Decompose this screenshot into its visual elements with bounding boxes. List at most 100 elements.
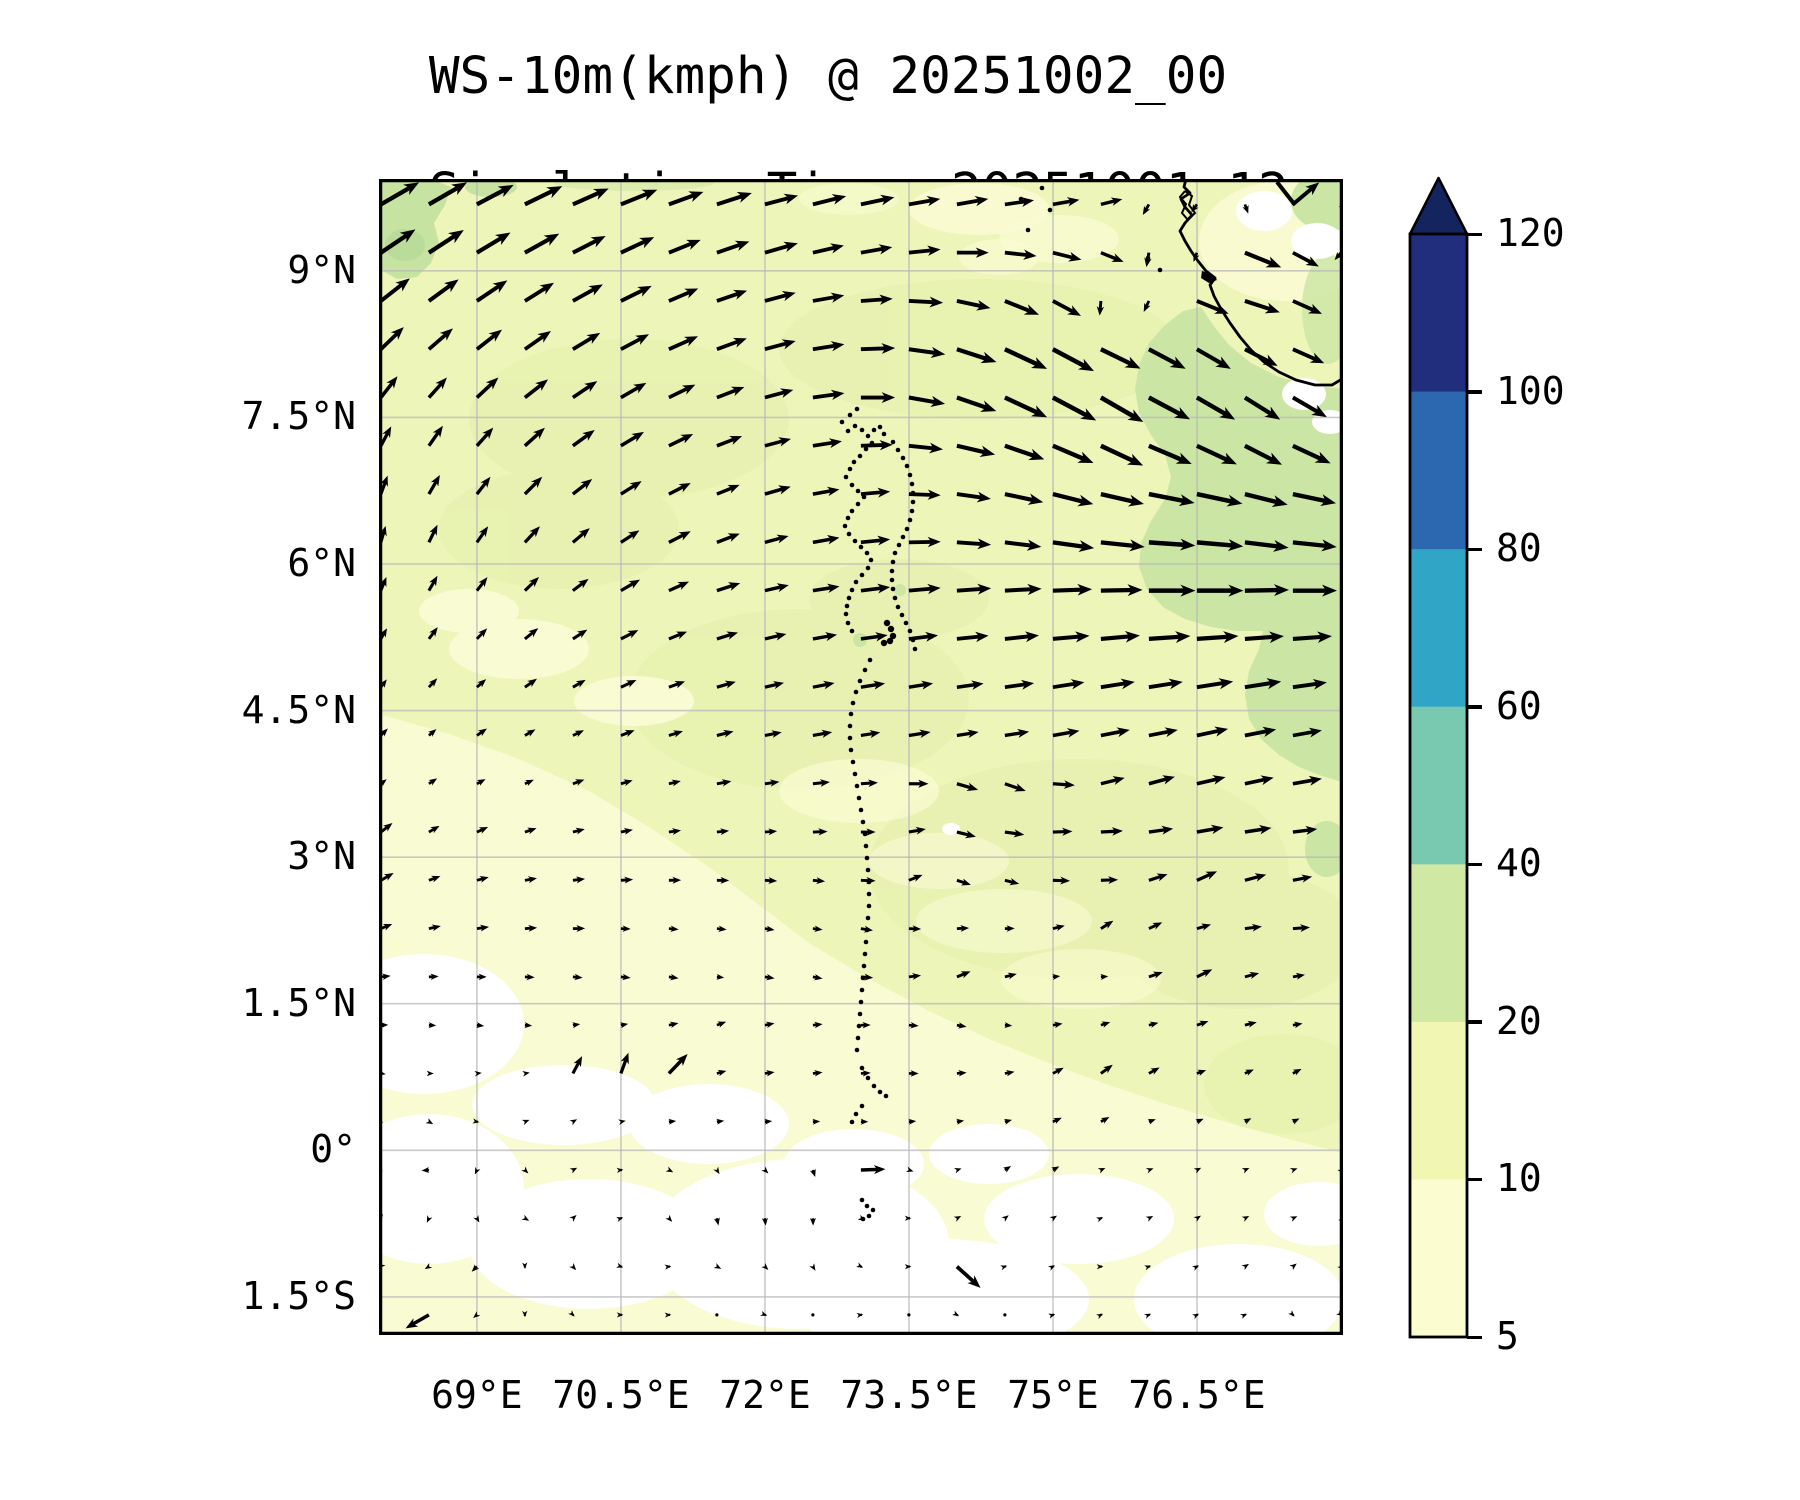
wind-arrow <box>812 1118 821 1125</box>
wind-arrow <box>908 729 931 739</box>
wind-arrow-head <box>1096 1313 1104 1320</box>
wind-arrow <box>812 925 823 933</box>
wind-arrow-head <box>478 973 487 981</box>
x-tick-label: 73.5°E <box>840 1373 978 1417</box>
island-dot <box>1025 227 1031 233</box>
wind-arrow <box>1289 1168 1298 1174</box>
wind-arrow-head <box>761 1217 768 1226</box>
wind-arrow-shaft <box>1052 587 1085 593</box>
island-dot <box>853 689 859 695</box>
wind-arrow <box>908 1070 919 1077</box>
wind-arrow-shaft <box>619 482 638 496</box>
wind-arrow-head <box>930 346 946 358</box>
wind-arrow <box>523 186 563 207</box>
wind-arrow-shaft <box>764 292 790 303</box>
island-dot <box>864 855 870 861</box>
wind-arrow <box>956 971 971 979</box>
wind-arrow-head <box>622 973 631 981</box>
wind-arrow-shaft <box>716 583 735 593</box>
island-dot <box>854 783 860 789</box>
island-dot <box>855 1035 861 1041</box>
wind-arrow-shaft <box>668 632 683 641</box>
island-dot <box>868 557 874 563</box>
wind-arrow-head <box>980 400 997 412</box>
wind-arrow <box>908 874 923 882</box>
wind-arrow-head <box>479 876 489 883</box>
wind-arrow-head <box>1301 874 1313 883</box>
wind-arrow-head <box>1096 1264 1104 1270</box>
wind-arrow-shaft <box>764 780 775 786</box>
wind-arrow-head <box>1023 304 1039 315</box>
wind-arrow-head <box>1077 583 1093 596</box>
wind-arrow <box>809 1263 816 1271</box>
wind-arrow-head <box>960 971 971 979</box>
wind-arrow-shaft <box>764 535 783 545</box>
wind-arrow-head <box>451 182 468 196</box>
wind-arrow-shaft <box>1052 540 1087 550</box>
wind-arrow-head <box>669 1021 679 1029</box>
wind-arrow-head <box>1312 678 1327 690</box>
island-dot <box>847 723 853 729</box>
wind-arrow-head <box>1126 453 1144 466</box>
wind-arrow <box>424 1263 433 1270</box>
wind-arrow-shaft <box>812 682 829 689</box>
wind-arrow <box>1292 443 1331 464</box>
wind-arrow <box>1100 491 1144 507</box>
wind-arrow-shaft <box>1148 491 1187 504</box>
wind-arrow-head <box>480 476 491 488</box>
wind-arrow <box>524 729 536 737</box>
wind-arrow-head <box>380 1022 389 1029</box>
wind-arrow <box>809 1168 816 1177</box>
wind-arrow-head <box>1308 775 1322 786</box>
wind-arrow-shaft <box>1244 972 1255 979</box>
wind-arrow-head <box>1020 197 1035 207</box>
wind-arrow-head <box>668 1118 677 1125</box>
y-tick-label: 6°N <box>287 541 356 585</box>
wind-dot <box>811 1313 815 1317</box>
wind-arrow <box>1100 678 1135 690</box>
island-dot <box>877 1089 883 1095</box>
wind-arrow <box>668 828 682 835</box>
wind-arrow-shaft <box>1004 587 1034 593</box>
wind-arrow-shaft <box>1148 923 1159 930</box>
wind-arrow-shaft <box>1100 1066 1110 1075</box>
wind-arrow-head <box>382 426 392 438</box>
wind-arrow-shaft <box>812 488 834 496</box>
wind-arrow-head <box>904 1264 912 1270</box>
wind-arrow <box>1243 1118 1252 1125</box>
island-dot <box>861 494 867 500</box>
wind-arrow-head <box>1004 1022 1013 1029</box>
wind-arrow <box>860 343 896 354</box>
wind-arrow-head <box>926 196 941 207</box>
wind-arrow <box>1244 584 1289 597</box>
wind-arrow-shaft <box>1004 634 1032 641</box>
wind-arrow-head <box>904 1215 912 1221</box>
wind-arrow-head <box>1005 1069 1015 1077</box>
wind-arrow-shaft <box>1004 250 1030 258</box>
wind-arrow-head <box>1080 408 1097 421</box>
wind-arrow-head <box>1144 1313 1152 1319</box>
wind-arrow <box>956 443 996 458</box>
wind-arrow-head <box>1241 1168 1250 1174</box>
wind-arrow-head <box>1066 197 1080 207</box>
wind-arrow <box>616 1312 624 1318</box>
wind-arrow-shaft <box>1195 395 1230 418</box>
wind-arrow <box>1003 395 1048 418</box>
wind-arrow-head <box>527 678 537 688</box>
wind-arrow <box>953 1215 962 1222</box>
colorbar-tick-label: 20 <box>1496 998 1542 1043</box>
wind-arrow <box>716 484 740 496</box>
wind-arrow-shaft <box>764 731 777 737</box>
wind-arrow <box>1003 1165 1012 1173</box>
colorbar-tick-label: 120 <box>1496 211 1565 255</box>
wind-arrow <box>908 680 934 690</box>
wind-arrow <box>668 631 688 641</box>
wind-arrow-shaft <box>1148 634 1183 642</box>
wind-arrow <box>908 395 946 408</box>
colorbar-segment <box>1410 706 1467 865</box>
wind-arrow-head <box>474 1070 482 1077</box>
wind-arrow-head <box>1214 303 1229 314</box>
wind-arrow-shaft <box>1196 728 1222 738</box>
x-tick-label: 72°E <box>719 1373 811 1417</box>
wind-arrow <box>1193 252 1200 262</box>
